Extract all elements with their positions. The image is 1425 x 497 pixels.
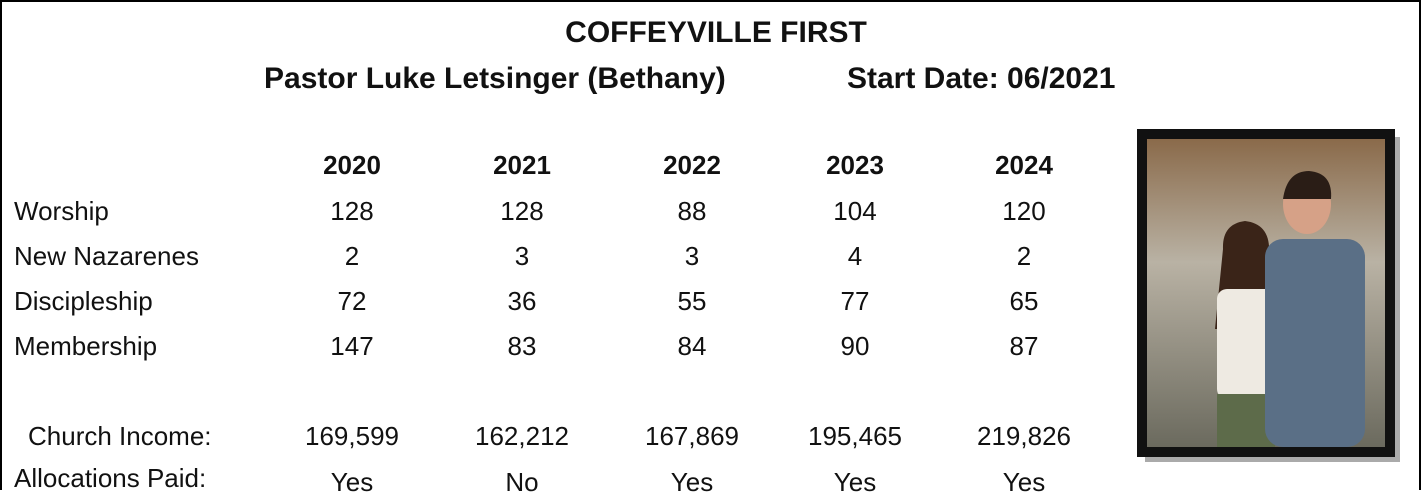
cell: 55 (677, 286, 707, 316)
cell: 72 (337, 286, 367, 316)
cell: Yes (670, 467, 714, 497)
cell: Yes (1002, 467, 1046, 497)
cell: 147 (330, 331, 374, 361)
cell: 65 (1009, 286, 1039, 316)
row-label: Allocations Paid: (14, 463, 207, 493)
cell: 169,599 (305, 421, 399, 451)
cell: 87 (1009, 331, 1039, 361)
cell: Yes (330, 467, 374, 497)
pastor: Pastor Luke Letsinger (Bethany) (264, 62, 726, 95)
year-header: 2024 (995, 150, 1053, 180)
row-label: New Nazarenes (14, 241, 199, 271)
cell: 4 (847, 241, 863, 271)
cell: 162,212 (475, 421, 569, 451)
cell: 77 (840, 286, 870, 316)
cell: 167,869 (645, 421, 739, 451)
cell: 3 (684, 241, 700, 271)
cell: 219,826 (977, 421, 1071, 451)
year-header: 2021 (493, 150, 551, 180)
cell: 2 (1016, 241, 1032, 271)
photo (1137, 129, 1400, 462)
cell: 120 (1002, 196, 1046, 226)
cell: 3 (514, 241, 530, 271)
title: COFFEYVILLE FIRST (565, 16, 867, 49)
start-date: Start Date: 06/2021 (847, 62, 1116, 95)
cell: 128 (330, 196, 374, 226)
row-label: Membership (14, 331, 158, 361)
row-label: Discipleship (14, 286, 153, 316)
cell: 128 (500, 196, 544, 226)
cell: 90 (840, 331, 870, 361)
year-header: 2020 (323, 150, 381, 180)
cell: 195,465 (808, 421, 902, 451)
cell: 83 (507, 331, 537, 361)
cell: Yes (833, 467, 877, 497)
cell: 2 (344, 241, 360, 271)
cell: 36 (507, 286, 537, 316)
cell: No (505, 467, 539, 497)
cell: 104 (833, 196, 877, 226)
cell: 84 (677, 331, 707, 361)
year-header: 2022 (663, 150, 721, 180)
row-label: Worship (14, 196, 109, 226)
cell: 88 (677, 196, 707, 226)
row-label: Church Income: (28, 421, 212, 451)
year-header: 2023 (826, 150, 884, 180)
